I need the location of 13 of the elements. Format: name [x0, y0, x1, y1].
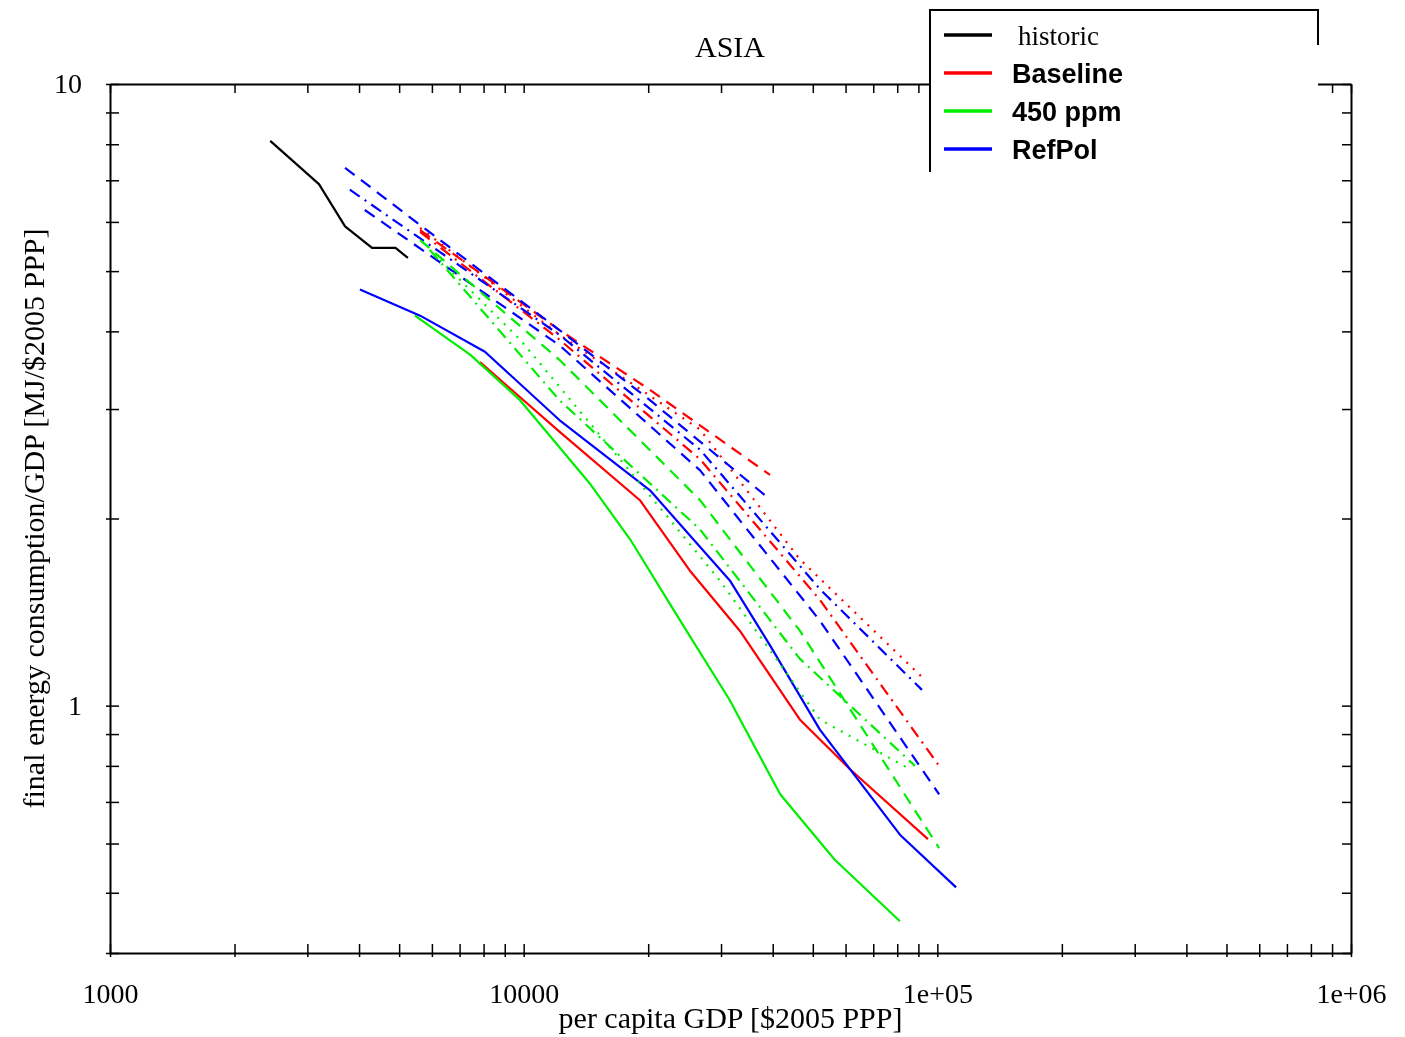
y-tick-label: 1	[68, 690, 82, 722]
x-tick-label: 10000	[489, 977, 560, 1009]
x-tick-label: 1000	[82, 977, 139, 1009]
legend-label: Baseline	[1012, 59, 1124, 89]
chart-title: ASIA	[694, 30, 766, 63]
y-axis-title: final energy consumption/GDP [MJ/$2005 PPP]	[17, 228, 50, 809]
legend-label: historic	[1018, 21, 1099, 51]
legend-label: 450 ppm	[1012, 97, 1122, 127]
x-tick-label: 1e+06	[1316, 977, 1387, 1009]
legend-label: RefPol	[1012, 135, 1098, 165]
x-tick-label: 1e+05	[902, 977, 973, 1009]
x-axis-title: per capita GDP [$2005 PPP]	[558, 1001, 903, 1034]
y-tick-label: 10	[54, 68, 82, 100]
